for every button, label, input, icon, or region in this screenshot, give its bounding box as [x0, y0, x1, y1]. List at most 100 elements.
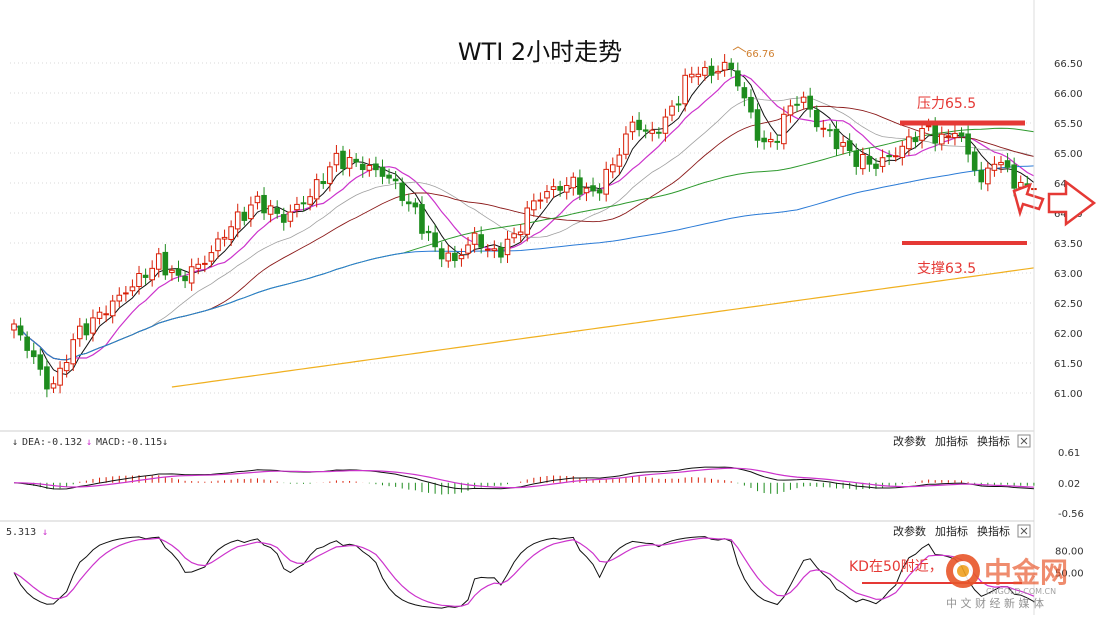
- candle-body: [794, 103, 800, 106]
- candle-body: [228, 226, 234, 240]
- kd-tick-label: 80.00: [1055, 547, 1084, 558]
- candle-body: [833, 128, 840, 150]
- candle-body: [820, 127, 827, 130]
- candle-body: [906, 136, 912, 150]
- candle-body: [353, 158, 359, 163]
- candle-body: [274, 207, 280, 214]
- candle-body: [484, 248, 491, 251]
- kd-edit-params-link[interactable]: 改参数: [893, 524, 926, 538]
- candle-body: [346, 157, 353, 169]
- candle-body: [623, 133, 629, 155]
- candle-body: [432, 232, 438, 248]
- candle-body: [965, 133, 971, 155]
- candle-body: [583, 187, 590, 194]
- macd-tick-label: 0.61: [1058, 448, 1080, 459]
- candle-body: [340, 150, 346, 170]
- candle-body: [761, 137, 767, 143]
- candle-body: [392, 178, 399, 182]
- candle-body: [827, 129, 833, 132]
- candle-body: [77, 325, 83, 340]
- candle-body: [44, 366, 50, 390]
- price-tick-label: 64.: [1054, 179, 1070, 190]
- macd-histogram: [20, 475, 1035, 495]
- macd-add-indicator-link[interactable]: 加指标: [935, 434, 968, 448]
- candle-body: [83, 323, 90, 336]
- candle-body: [735, 70, 741, 87]
- price-tick-label: 63.50: [1054, 239, 1083, 250]
- candle-body: [175, 268, 182, 276]
- candlesticks: [11, 54, 1037, 398]
- right-arrow-icon: [1047, 179, 1097, 227]
- kd-close-icon[interactable]: [1017, 524, 1031, 538]
- candle-body: [774, 140, 781, 143]
- macd-edit-params-link[interactable]: 改参数: [893, 434, 926, 448]
- macd-switch-indicator-link[interactable]: 换指标: [977, 434, 1010, 448]
- candle-body: [853, 150, 860, 167]
- price-tick-label: 62.00: [1054, 329, 1083, 340]
- cngold-logo-icon: [946, 554, 980, 588]
- ma120-line: [13, 165, 1034, 361]
- candle-body: [728, 62, 735, 70]
- macd-tick-label: -0.56: [1058, 509, 1084, 520]
- candle-body: [267, 205, 274, 215]
- macd-tick-label: 0.02: [1058, 479, 1080, 490]
- candle-body: [537, 199, 544, 202]
- candle-body: [892, 155, 899, 158]
- candle-body: [491, 248, 498, 251]
- candle-body: [748, 96, 754, 113]
- svg-text:↓: ↓: [86, 437, 92, 448]
- candle-body: [386, 174, 392, 179]
- candle-body: [24, 336, 30, 351]
- ma30-line: [13, 105, 1034, 361]
- candle-body: [63, 362, 70, 372]
- ma10-line: [13, 74, 1035, 361]
- peak-marker: 66.76: [732, 46, 775, 60]
- candle-body: [899, 145, 906, 158]
- ma250-line: [171, 267, 1034, 388]
- candle-body: [182, 275, 188, 282]
- kd-add-indicator-link[interactable]: 加指标: [935, 524, 968, 538]
- dea-line: [14, 467, 1034, 489]
- candle-body: [471, 232, 478, 245]
- candle-body: [208, 252, 215, 262]
- kd-axis: 80.00 50.00: [1055, 547, 1084, 580]
- candle-body: [399, 182, 406, 201]
- candle-body: [609, 164, 616, 173]
- kd-header: 5.313 ↓: [6, 527, 48, 538]
- price-tick-label: 62.50: [1054, 299, 1083, 310]
- candle-body: [563, 184, 570, 193]
- kd-tick-label: 50.00: [1055, 569, 1084, 580]
- candle-body: [958, 132, 965, 137]
- support-label: 支撑63.5: [917, 261, 976, 277]
- price-tick-label: 61.00: [1054, 389, 1083, 400]
- candle-body: [261, 194, 267, 214]
- candle-body: [616, 154, 623, 167]
- candle-body: [550, 186, 557, 190]
- kd-lines: [13, 536, 1035, 609]
- svg-text:↓: ↓: [12, 437, 18, 448]
- candle-body: [925, 125, 932, 128]
- macd-close-icon[interactable]: [1017, 434, 1031, 448]
- svg-text:↓: ↓: [162, 437, 168, 448]
- candle-body: [649, 129, 656, 134]
- candle-body: [1011, 164, 1017, 189]
- candle-body: [234, 211, 241, 230]
- ma20-line: [13, 97, 1035, 361]
- kd-value-label: 5.313: [6, 527, 36, 538]
- candle-body: [17, 325, 24, 336]
- candle-body: [675, 103, 682, 106]
- candle-body: [412, 202, 419, 208]
- kd-switch-indicator-link[interactable]: 换指标: [977, 524, 1010, 538]
- candle-body: [419, 204, 425, 234]
- candle-body: [662, 116, 669, 134]
- candle-body: [629, 121, 636, 133]
- candle-body: [840, 142, 846, 147]
- candle-body: [90, 317, 96, 334]
- watermark-name: 中金网: [984, 556, 1068, 589]
- candle-body: [221, 236, 228, 240]
- candle-body: [458, 254, 465, 260]
- candle-body: [300, 202, 307, 205]
- candle-body: [688, 73, 695, 78]
- candle-body: [333, 152, 340, 166]
- candle-body: [741, 87, 748, 99]
